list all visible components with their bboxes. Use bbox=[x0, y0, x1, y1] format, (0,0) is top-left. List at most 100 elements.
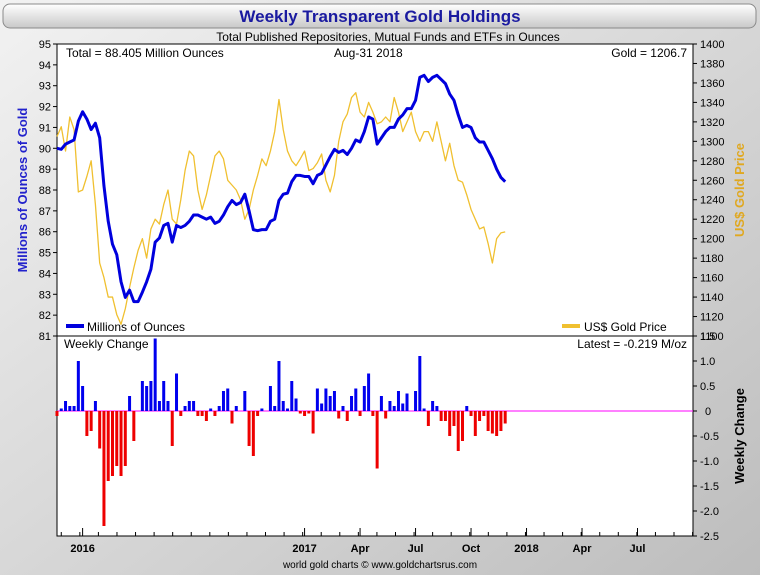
gold-price-line bbox=[56, 92, 506, 325]
weekly-change-bar bbox=[461, 411, 465, 441]
y-right-tick-label: 1220 bbox=[700, 214, 724, 226]
weekly-change-bar bbox=[499, 411, 503, 431]
weekly-change-bar bbox=[388, 401, 392, 411]
weekly-change-bar bbox=[431, 401, 435, 411]
weekly-change-bar bbox=[221, 391, 225, 411]
y-right-tick-label: 1240 bbox=[700, 195, 724, 207]
legend: Millions of Ounces US$ Gold Price bbox=[66, 320, 667, 334]
weekly-change-panel-title: Weekly Change bbox=[64, 337, 149, 351]
total-annotation: Total = 88.405 Million Ounces bbox=[66, 46, 224, 60]
weekly-change-bar bbox=[192, 401, 196, 411]
weekly-change-bar bbox=[358, 411, 362, 416]
x-tick-label: Jul bbox=[630, 543, 646, 555]
y-bottom-tick-label: -1.5 bbox=[700, 481, 719, 493]
y-bottom-tick-label: 0.5 bbox=[700, 381, 715, 393]
weekly-change-bar bbox=[281, 401, 285, 411]
weekly-change-bar bbox=[277, 361, 281, 411]
weekly-change-bar bbox=[294, 398, 298, 411]
y-left-tick-label: 87 bbox=[39, 206, 51, 218]
y-axis-right-label: US$ Gold Price bbox=[732, 143, 747, 237]
weekly-change-bar bbox=[98, 411, 102, 449]
legend-gold-label: US$ Gold Price bbox=[584, 320, 667, 334]
credit-text: world gold charts © www.goldchartsrus.co… bbox=[282, 560, 477, 571]
weekly-change-bar bbox=[166, 401, 170, 411]
weekly-change-bar bbox=[132, 411, 136, 441]
weekly-change-bar bbox=[490, 411, 494, 434]
gold-price-annotation: Gold = 1206.7 bbox=[611, 46, 687, 60]
weekly-change-bar bbox=[332, 391, 336, 411]
y-bottom-tick-label: 1.5 bbox=[700, 331, 715, 343]
weekly-change-bar bbox=[456, 411, 460, 451]
y-right-tick-label: 1400 bbox=[700, 39, 724, 51]
weekly-change-bar bbox=[418, 356, 422, 411]
weekly-change-bar bbox=[337, 411, 341, 419]
weekly-change-bar bbox=[140, 381, 144, 411]
weekly-change-bar bbox=[157, 401, 161, 411]
y-right-tick-label: 1280 bbox=[700, 156, 724, 168]
axis-ticks: 95 94 93 92 91 90 89 88 87 86 85 84 83 82 81 1400 1380 13… bbox=[39, 39, 725, 555]
weekly-change-bar bbox=[422, 408, 426, 411]
weekly-change-bar bbox=[268, 386, 272, 411]
weekly-change-bar bbox=[179, 411, 183, 416]
weekly-change-bar bbox=[486, 411, 490, 431]
gold-price-series bbox=[56, 92, 506, 325]
weekly-change-bar bbox=[401, 403, 405, 411]
weekly-change-bar bbox=[478, 411, 482, 421]
y-right-tick-label: 1160 bbox=[700, 273, 724, 285]
weekly-change-bar bbox=[230, 411, 234, 424]
y-right-tick-label: 1120 bbox=[700, 312, 724, 324]
weekly-change-bar bbox=[110, 411, 114, 476]
x-tick-label: Apr bbox=[573, 543, 593, 555]
weekly-change-bar bbox=[209, 408, 213, 411]
weekly-change-bar bbox=[354, 388, 358, 411]
weekly-change-bar bbox=[367, 373, 371, 411]
weekly-change-bar bbox=[362, 386, 366, 411]
weekly-change-bar bbox=[443, 411, 447, 421]
weekly-change-bar bbox=[439, 411, 443, 421]
latest-annotation: Latest = -0.219 M/oz bbox=[577, 337, 687, 351]
weekly-change-bar bbox=[311, 411, 315, 434]
y-bottom-tick-label: -0.5 bbox=[700, 431, 719, 443]
weekly-change-bar bbox=[328, 396, 332, 411]
weekly-change-bar bbox=[183, 406, 187, 411]
y-right-tick-label: 1180 bbox=[700, 253, 724, 265]
y-bottom-tick-label: 1.0 bbox=[700, 356, 715, 368]
weekly-change-bar bbox=[170, 411, 174, 446]
weekly-change-bar bbox=[473, 411, 477, 436]
weekly-change-bar bbox=[465, 406, 469, 411]
weekly-change-bar bbox=[226, 388, 230, 411]
y-bottom-tick-label: 0 bbox=[705, 406, 711, 418]
x-tick-label: Jul bbox=[408, 543, 424, 555]
weekly-change-bar bbox=[285, 408, 289, 411]
weekly-change-bar bbox=[217, 406, 221, 411]
y-left-tick-label: 84 bbox=[39, 268, 51, 280]
weekly-change-bar bbox=[123, 411, 127, 466]
weekly-change-bar bbox=[187, 401, 191, 411]
weekly-change-bar bbox=[396, 391, 400, 411]
weekly-change-bar bbox=[256, 411, 260, 416]
weekly-change-bar bbox=[426, 411, 430, 426]
weekly-change-bar bbox=[298, 411, 302, 414]
weekly-change-bar bbox=[320, 403, 324, 411]
weekly-change-bar bbox=[149, 381, 153, 411]
weekly-change-bar bbox=[93, 401, 97, 411]
weekly-change-bar bbox=[290, 381, 294, 411]
weekly-change-bar bbox=[405, 393, 409, 411]
weekly-change-bar bbox=[59, 408, 63, 411]
weekly-change-bar bbox=[392, 406, 396, 411]
weekly-change-bar bbox=[345, 411, 349, 421]
weekly-change-bar bbox=[315, 388, 319, 411]
holdings-series bbox=[56, 73, 507, 304]
weekly-change-bar bbox=[251, 411, 255, 456]
y-right-tick-label: 1140 bbox=[700, 292, 724, 304]
x-tick-label: Apr bbox=[351, 543, 371, 555]
y-left-tick-label: 94 bbox=[39, 60, 51, 72]
y-axis-left-label: Millions of Ounces of Gold bbox=[15, 108, 30, 273]
weekly-change-bar bbox=[81, 386, 85, 411]
y-right-tick-label: 1200 bbox=[700, 234, 724, 246]
weekly-change-bar bbox=[273, 406, 277, 411]
weekly-change-bar bbox=[55, 411, 59, 416]
y-left-tick-label: 89 bbox=[39, 164, 51, 176]
y-left-tick-label: 82 bbox=[39, 310, 51, 322]
weekly-change-bar bbox=[482, 411, 486, 416]
